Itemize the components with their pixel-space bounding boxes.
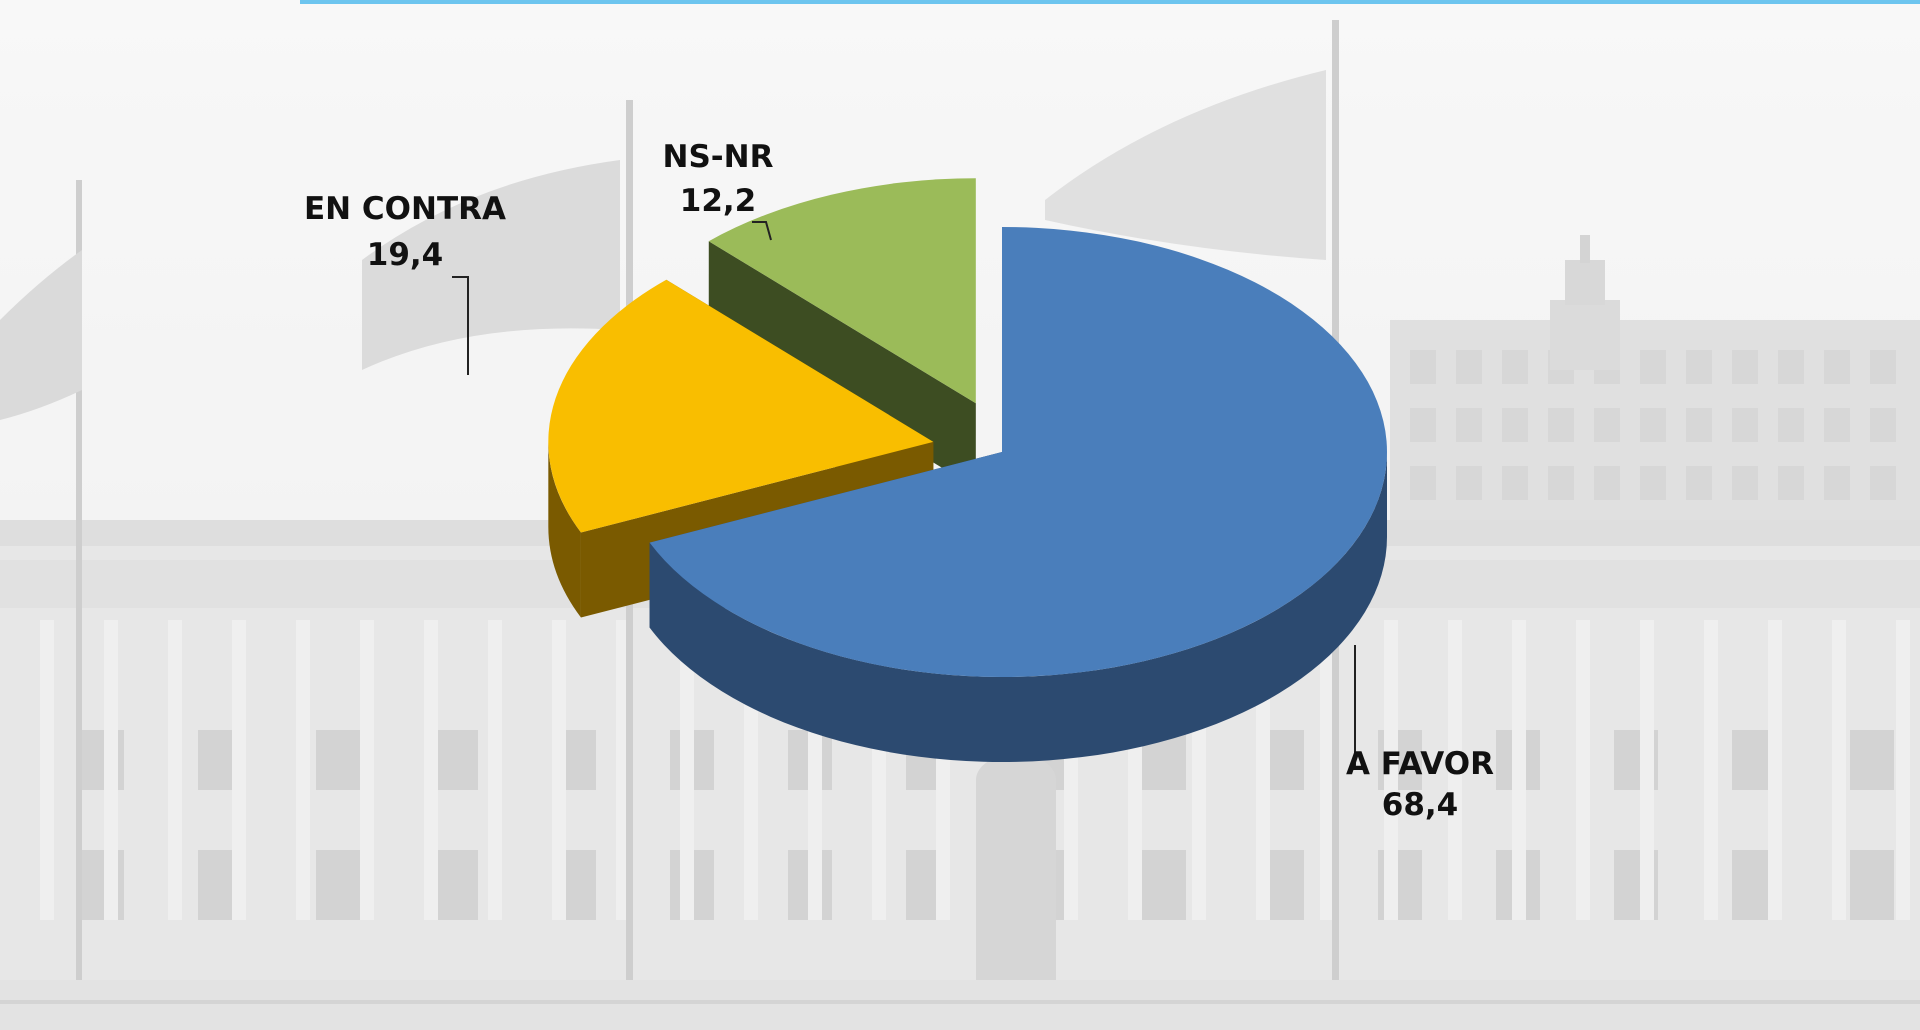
leader-line-en-contra	[452, 276, 469, 375]
pie-slice-a-favor-outer-wall-1	[649, 452, 1387, 762]
top-accent-bar	[300, 0, 1920, 4]
pie-slice-a-favor	[649, 227, 1387, 678]
data-label-en-contra-value: 19,4	[367, 237, 444, 273]
pie-slice-en-contra	[548, 279, 934, 533]
pie-slice-en-contra-outer-wall-1	[548, 441, 581, 618]
data-label-en-contra-name: EN CONTRA	[304, 191, 506, 227]
data-label-ns-nr-value: 12,2	[680, 183, 757, 219]
leader-line-ns-nr	[752, 221, 772, 241]
data-label-a-favor-value: 68,4	[1382, 787, 1459, 823]
pie-slice-ns-nr-cut-face-1	[708, 241, 976, 489]
data-label-a-favor-name: A FAVOR	[1346, 746, 1494, 782]
data-label-ns-nr-name: NS-NR	[663, 139, 774, 175]
pie-slice-ns-nr	[708, 178, 976, 404]
